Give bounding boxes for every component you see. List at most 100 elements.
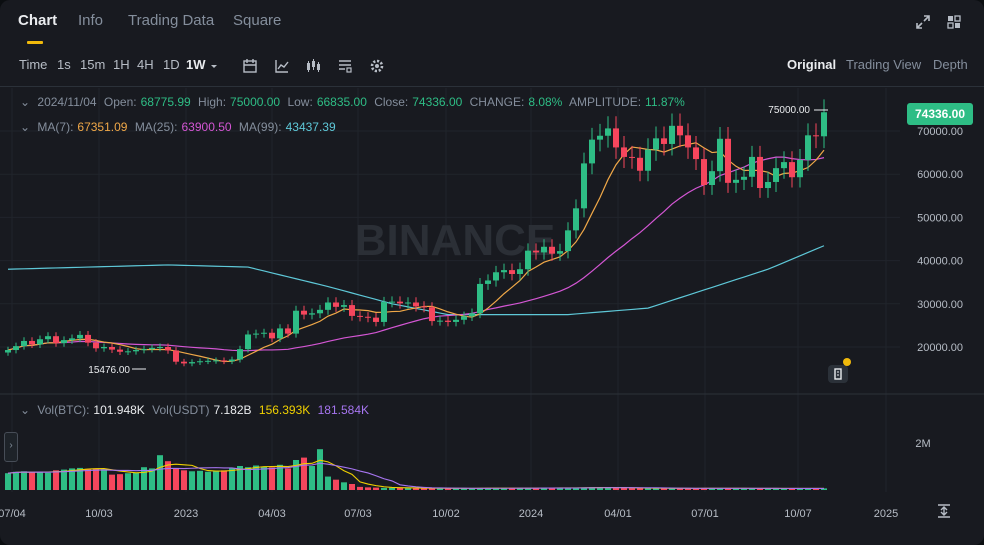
candle-body [429, 307, 435, 322]
volume-bar [93, 468, 99, 490]
volume-bar [597, 487, 603, 490]
candle-body [341, 305, 347, 307]
ohlc-low: 66835.00 [316, 95, 367, 109]
ma25-line [7, 156, 825, 352]
tab-trading-data[interactable]: Trading Data [128, 12, 215, 29]
candle-style-icon[interactable] [305, 58, 321, 74]
tab-square[interactable]: Square [233, 12, 282, 29]
volume-bar [413, 488, 419, 490]
candle-body [301, 310, 307, 315]
candle-body [437, 320, 443, 322]
volume-bar [637, 488, 643, 490]
time-tick-label: 10/07 [784, 508, 812, 520]
view-depth[interactable]: Depth [933, 57, 968, 72]
volume-bar [613, 487, 619, 490]
candle-body [325, 302, 331, 310]
candle-body [789, 162, 795, 178]
volume-bar [629, 488, 635, 490]
volume-bar [101, 469, 107, 490]
vol-btc: 101.948K [93, 403, 145, 417]
candle-body [213, 360, 219, 362]
view-original[interactable]: Original [787, 57, 837, 72]
collapse-caret-icon[interactable]: ⌄ [20, 120, 31, 134]
toolbar-divider [0, 86, 984, 87]
candle-body [365, 316, 371, 318]
interval-1w[interactable]: 1W [186, 57, 206, 72]
candle-body [701, 159, 707, 185]
interval-4h[interactable]: 4H [137, 57, 154, 72]
volume-bar [589, 487, 595, 490]
candle-body [757, 156, 763, 189]
volume-bar [85, 468, 91, 490]
scroll-to-latest-icon[interactable] [936, 503, 952, 519]
grid-layout-icon[interactable] [946, 14, 962, 30]
volume-bar [653, 488, 659, 490]
candle-body [45, 336, 51, 340]
candle-body [709, 171, 715, 185]
view-trading-view[interactable]: Trading View [846, 57, 922, 72]
volume-bar [685, 488, 691, 490]
calendar-icon[interactable] [242, 58, 258, 74]
volume-bar [293, 460, 299, 490]
candle-body [197, 361, 203, 363]
candle-body [173, 350, 179, 362]
candle-body [541, 246, 547, 253]
collapse-caret-icon[interactable]: ⌄ [20, 403, 31, 417]
indicator-badge-icon[interactable] [828, 365, 848, 383]
expand-icon[interactable] [915, 14, 931, 30]
candle-body [693, 147, 699, 160]
volume-bar [61, 469, 67, 490]
volume-axis-label: 2M [915, 438, 930, 450]
volume-bar [557, 488, 563, 490]
volume-bar [525, 487, 531, 490]
interval-1d[interactable]: 1D [163, 57, 180, 72]
candle-body [317, 309, 323, 314]
candle-body [717, 138, 723, 172]
tab-info[interactable]: Info [78, 12, 104, 29]
interval-time[interactable]: Time [19, 57, 48, 72]
candle-body [741, 176, 747, 180]
volume-bar [53, 470, 59, 490]
volume-bar [285, 468, 291, 490]
volume-bar [541, 487, 547, 490]
candle-body [517, 269, 523, 274]
panel-toggle-handle[interactable]: › [4, 432, 18, 462]
volume-bar [141, 467, 147, 490]
candle-body [285, 328, 291, 334]
volume-bar [229, 468, 235, 490]
time-tick-label: 07/01 [691, 508, 719, 520]
candlestick-chart[interactable]: BINANCE 70000.00 60000.00 50000.00 40000.00… [0, 0, 984, 528]
active-tab-underline [27, 41, 43, 44]
candle-body [581, 163, 587, 209]
ohlc-amplitude: 11.87% [645, 95, 685, 109]
price-tick-label: 40000.00 [917, 256, 963, 268]
volume-bar [797, 488, 803, 490]
volume-bar [117, 474, 123, 490]
volume-bar [501, 488, 507, 490]
interval-1s[interactable]: 1s [57, 57, 71, 72]
chevron-down-icon[interactable] [209, 58, 219, 74]
settings-gear-icon[interactable] [369, 58, 385, 74]
candle-body [109, 347, 115, 350]
time-axis: 07/04 10/03 2023 04/03 07/03 10/02 2024 04/01 07… [0, 508, 898, 520]
tab-chart[interactable]: Chart [18, 12, 58, 29]
volume-bar [301, 457, 307, 490]
volume-bar [821, 488, 827, 490]
candle-body [501, 270, 507, 273]
collapse-caret-icon[interactable]: ⌄ [20, 95, 31, 109]
interval-1h[interactable]: 1H [113, 57, 130, 72]
candle-body [21, 340, 27, 347]
time-tick-label: 07/04 [0, 508, 26, 520]
candle-body [309, 313, 315, 315]
candle-body [37, 339, 43, 345]
volume-bar [445, 488, 451, 490]
candle-body [725, 138, 731, 183]
interval-15m[interactable]: 15m [80, 57, 106, 72]
template-icon[interactable] [337, 58, 353, 74]
volume-bar [373, 487, 379, 490]
indicators-icon[interactable] [274, 58, 290, 74]
time-tick-label: 07/03 [344, 508, 372, 520]
ma-info: ⌄ MA(7): 67351.09 MA(25): 63900.50 MA(99):… [20, 120, 336, 134]
candle-body [605, 128, 611, 136]
volume-bar [725, 488, 731, 490]
